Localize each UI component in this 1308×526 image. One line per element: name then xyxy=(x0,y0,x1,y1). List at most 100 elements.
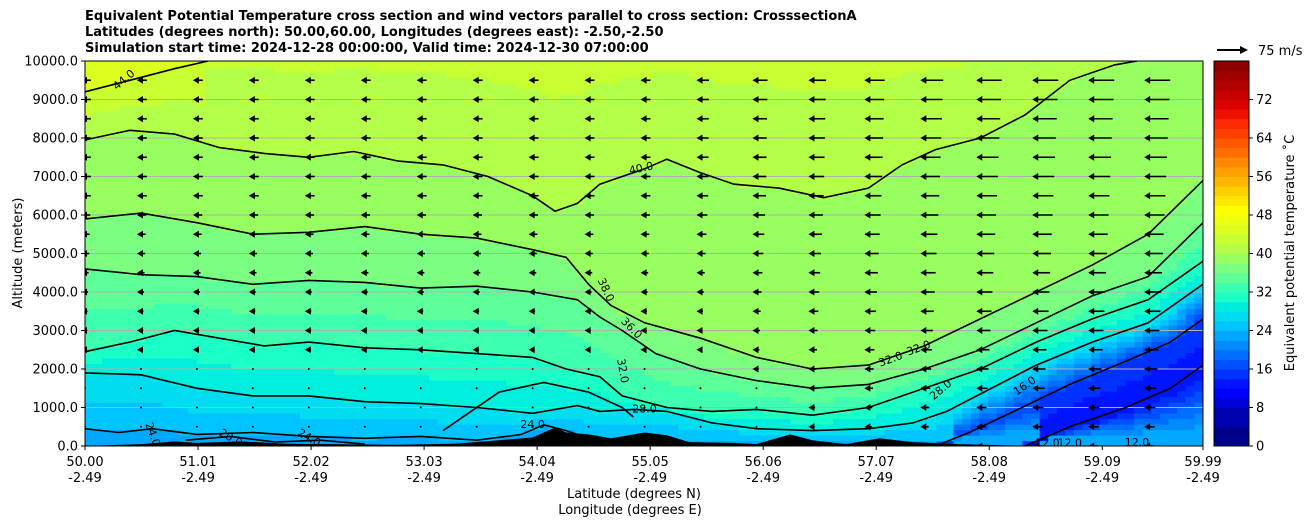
colorbar-segment xyxy=(1214,253,1249,264)
colorbar-segment xyxy=(1214,215,1249,226)
wind-arrow xyxy=(528,134,539,142)
wind-arrow xyxy=(808,192,824,200)
wind-arrow xyxy=(699,387,702,390)
colorbar-segment xyxy=(1214,330,1249,341)
wind-arrow xyxy=(920,192,940,200)
wind-arrow xyxy=(584,307,592,315)
wind-arrow xyxy=(248,211,259,219)
colorbar-segment xyxy=(1214,243,1249,255)
wind-arrow xyxy=(864,365,874,373)
wind-arrow xyxy=(360,115,371,123)
wind-arrow xyxy=(1144,76,1171,84)
wind-arrow xyxy=(528,153,539,161)
wind-arrow xyxy=(1088,269,1107,277)
wind-arrow xyxy=(1144,115,1169,123)
wind-arrow xyxy=(528,211,538,219)
wind-arrow xyxy=(696,76,709,84)
wind-arrow xyxy=(472,327,479,334)
wind-arrow xyxy=(192,134,203,142)
wind-arrow xyxy=(248,153,259,161)
contour-label: 12.0 xyxy=(1058,437,1083,450)
wind-arrow xyxy=(1088,346,1103,354)
wind-arrow xyxy=(136,134,147,142)
wind-arrow xyxy=(139,425,142,428)
wind-arrow xyxy=(360,173,371,180)
contour-label: 12.0 xyxy=(1125,436,1150,449)
wind-arrow xyxy=(640,76,651,84)
wind-arrow xyxy=(808,346,817,354)
wind-arrow xyxy=(307,387,310,390)
wind-arrow xyxy=(472,211,483,219)
wind-arrow xyxy=(640,327,647,334)
colorbar-segment xyxy=(1214,388,1249,399)
wind-arrow xyxy=(920,173,940,180)
wind-arrow xyxy=(696,230,707,238)
contour-line-20 xyxy=(185,435,365,445)
wind-arrow xyxy=(864,76,885,84)
wind-arrow xyxy=(251,406,254,409)
contour-line-12 xyxy=(1024,364,1203,446)
wind-arrow xyxy=(864,134,884,142)
wind-arrow xyxy=(192,269,201,277)
wind-arrow xyxy=(696,346,703,354)
wind-arrow xyxy=(752,288,762,296)
wind-arrow xyxy=(920,365,932,373)
wind-arrow xyxy=(808,115,826,123)
wind-arrow xyxy=(1088,115,1113,123)
wind-arrow xyxy=(136,327,144,334)
wind-arrow xyxy=(696,288,704,296)
wind-arrow xyxy=(1088,173,1111,180)
wind-arrow xyxy=(976,192,998,200)
wind-arrow xyxy=(640,346,647,354)
wind-arrow xyxy=(304,346,311,354)
terrain-area xyxy=(85,427,1203,446)
wind-arrow xyxy=(192,153,203,161)
x-tick-label-lat: 56.06 xyxy=(745,455,782,470)
wind-arrow xyxy=(416,192,427,200)
wind-arrow xyxy=(920,230,938,238)
wind-arrow xyxy=(696,153,709,161)
wind-arrow xyxy=(808,230,822,238)
wind-arrow xyxy=(1144,327,1160,334)
colorbar-tick-label: 72 xyxy=(1256,93,1273,108)
wind-arrow xyxy=(251,387,254,390)
wind-arrow xyxy=(976,250,995,257)
wind-arrow xyxy=(416,76,427,84)
wind-arrow xyxy=(528,96,539,103)
wind-arrow xyxy=(304,211,315,219)
wind-arrow xyxy=(304,134,315,142)
wind-arrow xyxy=(363,368,366,370)
wind-arrow xyxy=(1032,423,1043,431)
wind-arrow xyxy=(976,307,992,315)
colorbar-segment xyxy=(1214,426,1249,447)
wind-arrow xyxy=(360,288,368,296)
wind-arrow xyxy=(864,250,879,257)
x-tick-label-lon: -2.49 xyxy=(1186,471,1220,486)
wind-arrow xyxy=(419,387,422,390)
wind-arrow xyxy=(755,425,758,428)
wind-arrow xyxy=(475,387,478,390)
wind-arrow xyxy=(864,96,885,103)
wind-arrow xyxy=(976,365,989,373)
wind-arrow xyxy=(248,307,256,315)
wind-arrow xyxy=(920,288,935,296)
wind-arrow xyxy=(248,288,256,296)
wind-arrow xyxy=(528,307,536,315)
wind-arrow xyxy=(416,250,425,257)
wind-arrow xyxy=(304,269,313,277)
wind-arrow xyxy=(528,346,535,354)
y-tick-label: 7000.0 xyxy=(33,170,79,185)
wind-arrow xyxy=(976,269,994,277)
wind-arrow xyxy=(192,192,203,200)
x-tick-label-lat: 53.03 xyxy=(405,455,442,470)
wind-arrow xyxy=(920,423,929,431)
wind-arrow xyxy=(808,96,826,103)
wind-arrow xyxy=(640,211,650,219)
x-tick-label-lat: 54.04 xyxy=(519,455,556,470)
y-tick-label: 4000.0 xyxy=(33,286,79,301)
x-tick-label-lon: -2.49 xyxy=(633,471,667,486)
wind-arrow xyxy=(1088,211,1109,219)
wind-arrow xyxy=(920,269,936,277)
wind-arrow xyxy=(1144,442,1154,446)
wind-arrow xyxy=(755,406,758,409)
